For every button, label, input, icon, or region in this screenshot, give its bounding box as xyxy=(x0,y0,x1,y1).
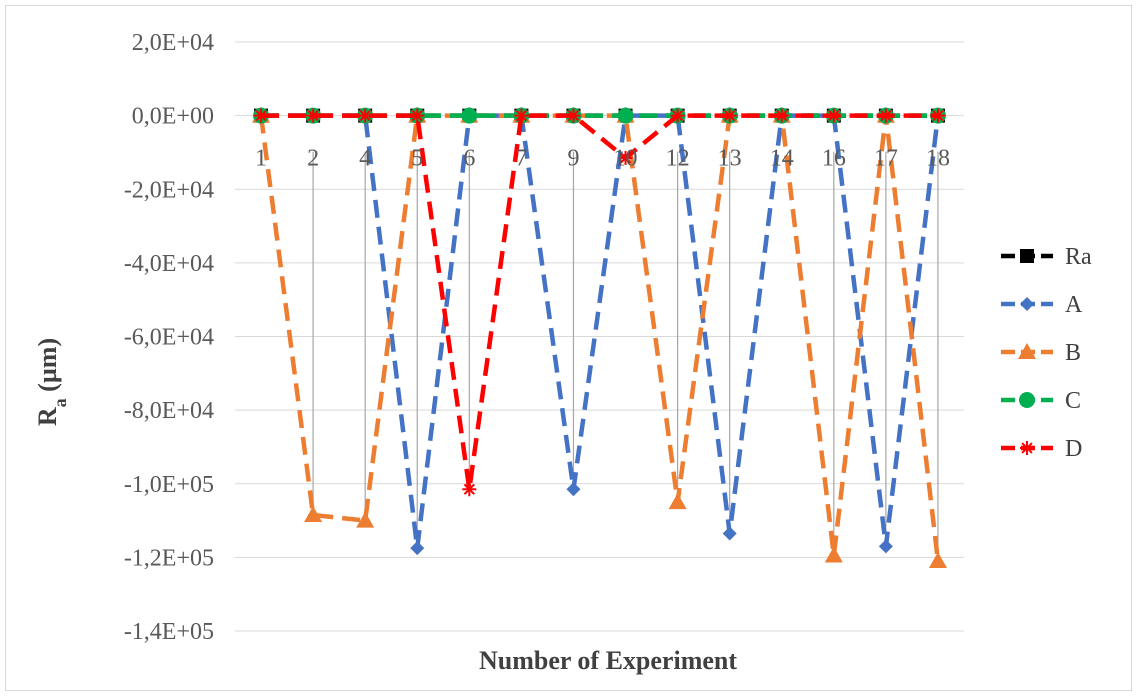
y-tick-label: -4,0E+04 xyxy=(124,251,214,277)
y-tick-label: 0,0E+00 xyxy=(132,104,214,130)
point-marker xyxy=(514,108,529,123)
x-tick-label: 10 xyxy=(614,146,638,172)
legend-item-c: C xyxy=(1001,388,1081,414)
series-d xyxy=(254,108,945,497)
legend-label: C xyxy=(1065,388,1081,414)
point-marker xyxy=(461,107,478,124)
y-tick-label: -8,0E+04 xyxy=(124,398,214,424)
point-marker xyxy=(1020,297,1034,311)
legend-item-a: A xyxy=(1001,292,1083,318)
point-marker xyxy=(722,108,737,123)
point-marker xyxy=(722,526,737,541)
point-marker xyxy=(254,108,269,123)
point-marker xyxy=(774,108,789,123)
legend-label: D xyxy=(1065,436,1082,462)
x-tick-label: 13 xyxy=(718,146,742,172)
x-tick-label: 16 xyxy=(822,146,846,172)
legend-label: A xyxy=(1065,292,1083,318)
legend-item-b: B xyxy=(1001,340,1081,366)
point-marker xyxy=(1019,392,1035,408)
x-tick-label: 17 xyxy=(874,146,898,172)
y-axis-title-main: R xyxy=(33,407,62,426)
series-line xyxy=(258,113,941,562)
y-axis-title-subscript: a xyxy=(50,398,70,407)
point-marker xyxy=(928,552,947,569)
legend-item-d: D xyxy=(1001,436,1082,462)
point-marker xyxy=(1020,249,1034,263)
y-tick-label: -1,2E+05 xyxy=(124,545,214,571)
x-tick-label: 9 xyxy=(567,146,579,172)
point-marker xyxy=(670,108,685,123)
series-line xyxy=(261,113,938,492)
x-tick-label: 18 xyxy=(926,146,950,172)
point-marker xyxy=(410,108,425,123)
y-tick-label: 2,0E+04 xyxy=(132,30,214,56)
y-tick-label: -1,4E+05 xyxy=(124,619,214,645)
legend-label: Ra xyxy=(1065,244,1092,270)
point-marker xyxy=(306,108,321,123)
point-marker xyxy=(878,539,893,554)
point-marker xyxy=(618,150,633,165)
x-tick-label: 7 xyxy=(515,146,527,172)
point-marker xyxy=(358,108,373,123)
y-tick-label: -6,0E+04 xyxy=(124,325,214,351)
x-tick-label: 14 xyxy=(770,146,794,172)
y-tick-label: -2,0E+04 xyxy=(124,177,214,203)
point-marker xyxy=(304,506,323,523)
point-marker xyxy=(930,108,945,123)
legend-item-ra: Ra xyxy=(1001,244,1092,270)
x-tick-label: 4 xyxy=(359,146,371,172)
point-marker xyxy=(824,546,843,563)
chart-svg: 2,0E+04 0,0E+00 -2,0E+04 -4,0E+04 -6,0E+04 -8… xyxy=(33,30,1092,675)
point-marker xyxy=(878,108,893,123)
point-marker xyxy=(1018,343,1036,359)
point-marker xyxy=(566,482,581,497)
x-tick-label: 2 xyxy=(307,146,319,172)
x-tick-label: 6 xyxy=(463,146,475,172)
grid-layer xyxy=(235,41,964,632)
y-axis-title-unit: (µm) xyxy=(33,338,62,398)
chart-frame: 2,0E+04 0,0E+00 -2,0E+04 -4,0E+04 -6,0E+04 -8… xyxy=(5,5,1132,691)
point-marker xyxy=(617,107,634,124)
y-tick-label: -1,0E+05 xyxy=(124,472,214,498)
point-marker xyxy=(462,482,477,497)
point-marker xyxy=(668,493,687,510)
point-marker xyxy=(566,108,581,123)
x-axis-title: Number of Experiment xyxy=(479,646,737,675)
point-marker xyxy=(410,541,425,556)
series-line xyxy=(261,113,941,551)
legend-label: B xyxy=(1065,340,1081,366)
x-tick-label: 12 xyxy=(666,146,690,172)
x-tick-labels: 1 2 4 5 6 7 9 10 12 13 14 16 17 18 xyxy=(255,146,950,172)
x-tick-label: 5 xyxy=(411,146,423,172)
point-marker xyxy=(356,511,375,528)
point-marker xyxy=(1020,441,1034,455)
point-marker xyxy=(826,108,841,123)
x-tick-label: 1 xyxy=(255,146,267,172)
y-tick-labels: 2,0E+04 0,0E+00 -2,0E+04 -4,0E+04 -6,0E+04 -8… xyxy=(124,30,214,645)
series-layer xyxy=(252,106,947,569)
drop-lines xyxy=(312,151,939,562)
y-axis-title: Ra (µm) xyxy=(33,338,70,426)
